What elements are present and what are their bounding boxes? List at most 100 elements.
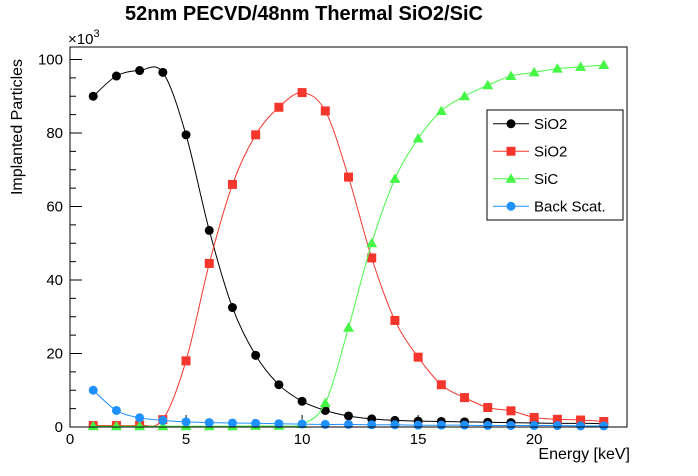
square-marker (576, 415, 586, 425)
square-marker (483, 403, 493, 413)
y-tick-label: 80 (46, 125, 63, 142)
circle-marker (320, 419, 330, 429)
square-marker (251, 130, 261, 140)
circle-marker (320, 405, 330, 415)
triangle-marker (505, 70, 517, 81)
triangle-marker (459, 90, 471, 101)
plot-frame (69, 46, 628, 428)
circle-marker (111, 71, 121, 81)
circle-marker (576, 421, 586, 431)
triangle-marker (528, 66, 540, 77)
legend-label-back-scat: Back Scat. (534, 198, 606, 215)
square-marker (204, 258, 214, 268)
square-marker (529, 412, 539, 422)
y-tick-label: 60 (46, 198, 63, 215)
triangle-marker (412, 133, 424, 143)
y-axis-multiplier: ×103 (68, 28, 100, 48)
circle-marker (181, 417, 191, 427)
circle-marker (599, 421, 609, 431)
x-tick-label: 5 (182, 431, 190, 448)
square-marker (552, 414, 562, 424)
square-marker (413, 352, 423, 362)
circle-marker (436, 420, 446, 430)
circle-marker (135, 66, 145, 76)
circle-marker (344, 411, 353, 421)
triangle-marker (157, 420, 169, 431)
triangle-marker (319, 397, 331, 408)
circle-marker (552, 421, 562, 431)
circle-marker (390, 420, 400, 430)
circle-marker (204, 225, 214, 235)
legend-frame (486, 109, 624, 221)
legend-label-sio2-pecvd: SiO2 (534, 116, 567, 133)
circle-marker (506, 119, 516, 129)
circle-marker (297, 396, 307, 406)
y-tick-label: 40 (46, 272, 63, 289)
triangle-marker (435, 105, 447, 115)
triangle-marker (110, 420, 122, 431)
circle-marker (274, 380, 284, 390)
legend-label-sic: SiC (534, 171, 558, 188)
circle-marker (111, 405, 121, 415)
circle-marker (251, 418, 261, 428)
x-axis-title: Energy [keV] (538, 446, 630, 463)
triangle-marker (598, 59, 610, 70)
x-tick-label: 15 (410, 431, 427, 448)
triangle-marker (134, 420, 146, 431)
legend-label-sio2-thermal: SiO2 (534, 143, 567, 160)
square-marker (297, 88, 307, 98)
circle-marker (367, 420, 377, 430)
circle-marker (344, 419, 353, 429)
triangle-marker (505, 173, 517, 183)
circle-marker (251, 350, 261, 360)
triangle-marker (575, 61, 587, 71)
x-tick-label: 0 (66, 431, 74, 448)
triangle-marker (87, 420, 99, 431)
y-tick-label: 100 (38, 51, 63, 68)
circle-marker (181, 130, 191, 140)
x-tick-label: 10 (294, 431, 311, 448)
circle-marker (529, 421, 539, 431)
triangle-marker (366, 237, 378, 248)
legend-entry-sio2-pecvd: SiO2 (493, 116, 567, 133)
square-marker (460, 393, 470, 403)
square-marker (227, 179, 237, 189)
circle-marker (227, 303, 237, 313)
square-marker (344, 172, 353, 182)
circle-marker (135, 413, 145, 423)
triangle-marker (343, 322, 354, 332)
legend-entry-sio2-thermal: SiO2 (493, 143, 567, 160)
circle-marker (460, 420, 470, 430)
circle-marker (227, 418, 237, 428)
square-marker (390, 315, 400, 325)
legend-box: SiO2 SiO2 SiC Back Scat. (486, 109, 624, 221)
square-marker (367, 253, 377, 263)
square-marker (181, 356, 191, 366)
square-marker (320, 106, 330, 116)
legend-entry-sic: SiC (493, 171, 558, 188)
square-marker (506, 406, 516, 416)
circle-marker (506, 421, 516, 431)
circle-marker (158, 67, 168, 77)
circle-marker (204, 418, 214, 428)
data-series (87, 59, 610, 431)
circle-marker (413, 420, 423, 430)
circle-marker (158, 415, 168, 425)
square-marker (506, 146, 516, 156)
circle-marker (274, 419, 284, 429)
circle-marker (297, 419, 307, 429)
x-tick-label: 20 (526, 431, 543, 448)
circle-marker (88, 91, 98, 101)
legend-entry-back-scat: Back Scat. (493, 198, 606, 215)
circle-marker (506, 201, 516, 211)
plot-title: 52nm PECVD/48nm Thermal SiO2/SiC (125, 3, 483, 25)
circle-marker (88, 385, 98, 395)
square-marker (274, 102, 284, 112)
triangle-marker (551, 63, 563, 73)
circle-marker (483, 421, 493, 431)
y-tick-label: 20 (46, 345, 63, 362)
square-marker (436, 380, 446, 390)
y-axis-title: Implanted Particles (9, 59, 26, 195)
